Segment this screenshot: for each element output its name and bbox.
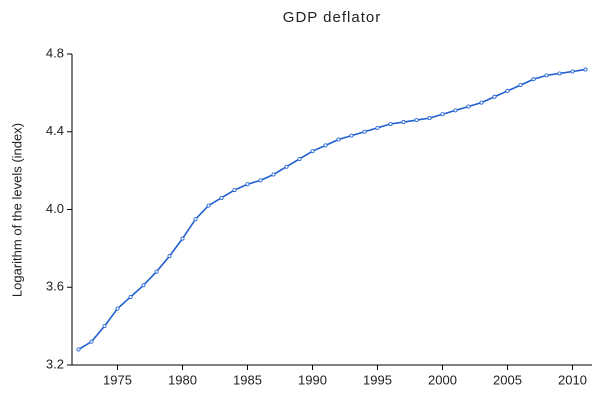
x-tick-label: 2000 xyxy=(428,372,457,387)
point xyxy=(414,118,419,123)
point xyxy=(362,129,367,134)
point xyxy=(258,178,263,183)
point xyxy=(466,104,471,109)
point xyxy=(323,143,328,148)
point xyxy=(505,88,510,93)
point xyxy=(388,121,393,126)
point xyxy=(544,73,549,78)
point xyxy=(232,188,237,193)
point xyxy=(479,100,484,105)
x-tick-label: 2005 xyxy=(493,372,522,387)
point xyxy=(427,116,432,121)
point xyxy=(297,156,302,161)
point xyxy=(375,125,380,130)
point xyxy=(219,195,224,200)
x-tick-label: 1995 xyxy=(363,372,392,387)
point xyxy=(531,77,536,82)
point xyxy=(167,254,172,259)
x-tick-label: 1985 xyxy=(233,372,262,387)
point xyxy=(154,269,159,274)
point xyxy=(557,71,562,76)
x-tick-label: 1990 xyxy=(298,372,327,387)
x-tick-label: 2010 xyxy=(558,372,587,387)
y-tick-label: 4.8 xyxy=(46,45,64,60)
point xyxy=(245,182,250,187)
point xyxy=(193,217,198,222)
x-tick-label: 1975 xyxy=(103,372,132,387)
point xyxy=(349,133,354,138)
line xyxy=(78,68,586,351)
point xyxy=(115,306,120,311)
point xyxy=(336,137,341,142)
point xyxy=(453,108,458,113)
point xyxy=(271,172,276,177)
chart-title: GDP deflator xyxy=(283,9,381,26)
point xyxy=(492,94,497,99)
x-tick-label: 1980 xyxy=(168,372,197,387)
y-tick-label: 4.4 xyxy=(46,123,64,138)
point xyxy=(284,164,289,169)
point xyxy=(180,236,185,241)
point xyxy=(128,294,133,299)
y-tick-label: 3.6 xyxy=(46,279,64,294)
y-tick-label: 3.2 xyxy=(46,356,64,371)
point xyxy=(401,120,406,125)
point xyxy=(310,149,315,154)
point xyxy=(206,203,211,208)
point xyxy=(583,67,588,72)
point xyxy=(76,347,81,352)
point xyxy=(440,112,445,117)
point xyxy=(518,83,523,88)
point xyxy=(141,283,146,288)
y-axis-label: Logarithm of the levels (index) xyxy=(9,123,24,297)
point xyxy=(570,69,575,74)
point xyxy=(89,339,94,344)
point xyxy=(102,324,107,329)
y-tick-label: 4.0 xyxy=(46,201,64,216)
